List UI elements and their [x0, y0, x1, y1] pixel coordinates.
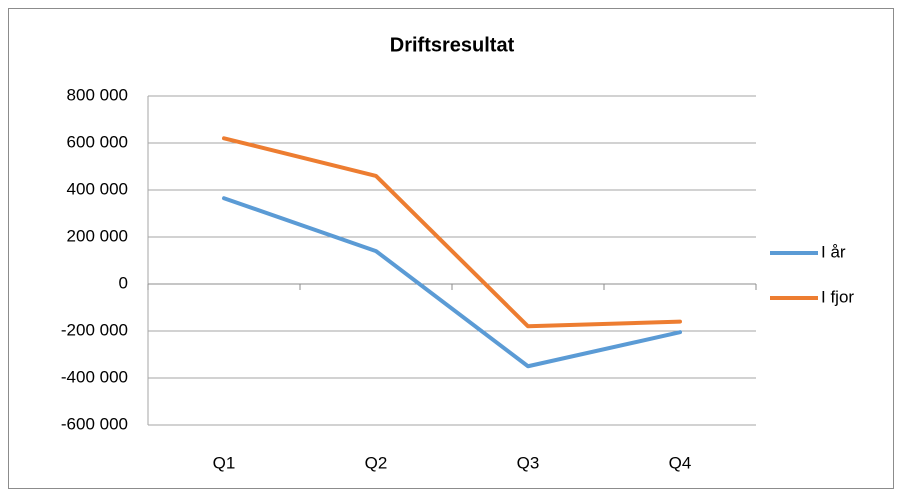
- x-tick-label: Q2: [365, 453, 388, 472]
- y-tick-label: 200 000: [67, 226, 128, 245]
- y-tick-label: -200 000: [61, 320, 128, 339]
- series-line: [222, 196, 682, 369]
- y-tick-label: 0: [119, 273, 128, 292]
- x-tick-label: Q3: [517, 453, 540, 472]
- legend-label: I fjor: [821, 287, 854, 306]
- y-tick-label: -600 000: [61, 414, 128, 433]
- legend-label: I år: [821, 242, 846, 261]
- y-tick-label: 600 000: [67, 132, 128, 151]
- series-line: [222, 136, 682, 329]
- y-tick-label: -400 000: [61, 367, 128, 386]
- y-tick-label: 400 000: [67, 179, 128, 198]
- y-tick-label: 800 000: [67, 85, 128, 104]
- chart-title: Driftsresultat: [390, 34, 515, 56]
- x-tick-label: Q1: [213, 453, 236, 472]
- x-tick-label: Q4: [669, 453, 692, 472]
